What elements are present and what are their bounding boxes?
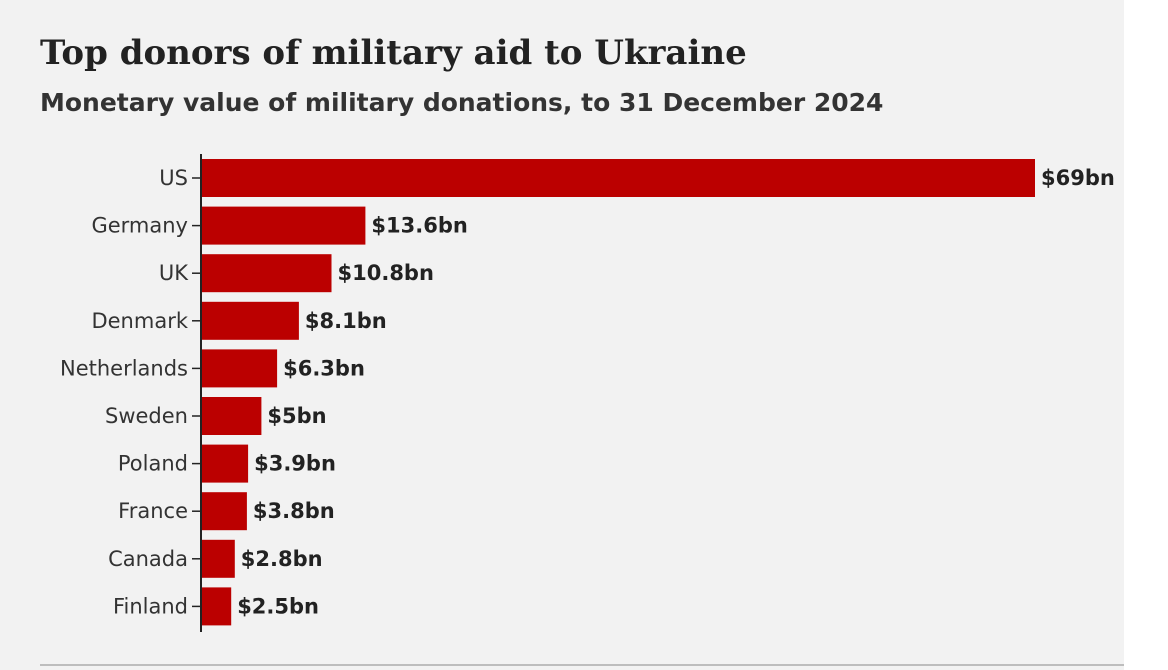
value-label: $10.8bn xyxy=(338,261,434,285)
value-label: $3.8bn xyxy=(253,499,335,523)
category-label: Denmark xyxy=(91,309,188,333)
bar xyxy=(201,587,232,626)
category-label: Poland xyxy=(118,452,188,476)
category-label: Canada xyxy=(108,547,188,571)
chart-panel xyxy=(0,0,1124,670)
value-label: $8.1bn xyxy=(305,309,387,333)
bar xyxy=(201,254,332,293)
value-label: $5bn xyxy=(267,404,326,428)
bar xyxy=(201,444,249,483)
value-label: $69bn xyxy=(1041,166,1115,190)
bar-chart: US $69bn Germany $13.6bn UK $10.8bn Denmark $8.… xyxy=(60,154,1115,632)
category-label: Finland xyxy=(113,594,188,618)
value-label: $2.5bn xyxy=(237,594,319,618)
chart-title: Top donors of military aid to Ukraine xyxy=(40,33,747,73)
category-label: UK xyxy=(159,261,189,285)
bar xyxy=(201,301,299,340)
bottom-divider xyxy=(40,664,1124,666)
category-label: Germany xyxy=(91,214,188,238)
value-label: $3.9bn xyxy=(254,452,336,476)
value-label: $13.6bn xyxy=(371,214,467,238)
category-label: Netherlands xyxy=(60,356,188,380)
chart-subtitle: Monetary value of military donations, to… xyxy=(40,88,884,117)
bar xyxy=(201,159,1035,197)
bar xyxy=(201,206,366,245)
page-margin xyxy=(1124,0,1168,670)
category-label: France xyxy=(118,499,188,523)
category-label: US xyxy=(159,166,188,190)
value-label: $6.3bn xyxy=(283,356,365,380)
bar xyxy=(201,349,278,388)
bar xyxy=(201,397,262,435)
bar xyxy=(201,539,235,578)
bar xyxy=(201,492,247,531)
value-label: $2.8bn xyxy=(241,547,323,571)
category-label: Sweden xyxy=(105,404,188,428)
